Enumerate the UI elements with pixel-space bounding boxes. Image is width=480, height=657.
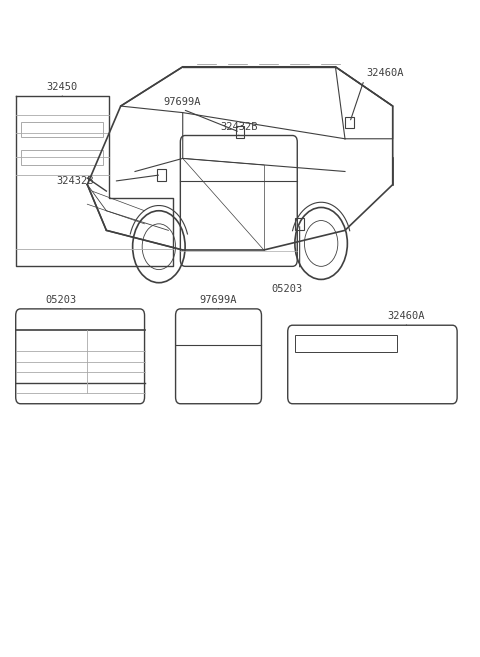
Text: 32432B: 32432B: [56, 176, 94, 186]
Text: 32460A: 32460A: [387, 311, 425, 321]
Bar: [295, 335, 396, 352]
Bar: [22, 122, 103, 137]
Bar: [22, 150, 103, 165]
Text: 32432B: 32432B: [220, 122, 258, 131]
Text: 05203: 05203: [271, 284, 302, 294]
Text: 97699A: 97699A: [164, 97, 201, 107]
Text: 32460A: 32460A: [366, 68, 404, 78]
Text: 97699A: 97699A: [200, 295, 237, 305]
Bar: [346, 116, 354, 128]
Bar: [236, 126, 244, 138]
Bar: [157, 169, 166, 181]
Text: 05203: 05203: [45, 295, 76, 305]
Text: 32450: 32450: [47, 82, 78, 93]
Bar: [295, 218, 304, 230]
